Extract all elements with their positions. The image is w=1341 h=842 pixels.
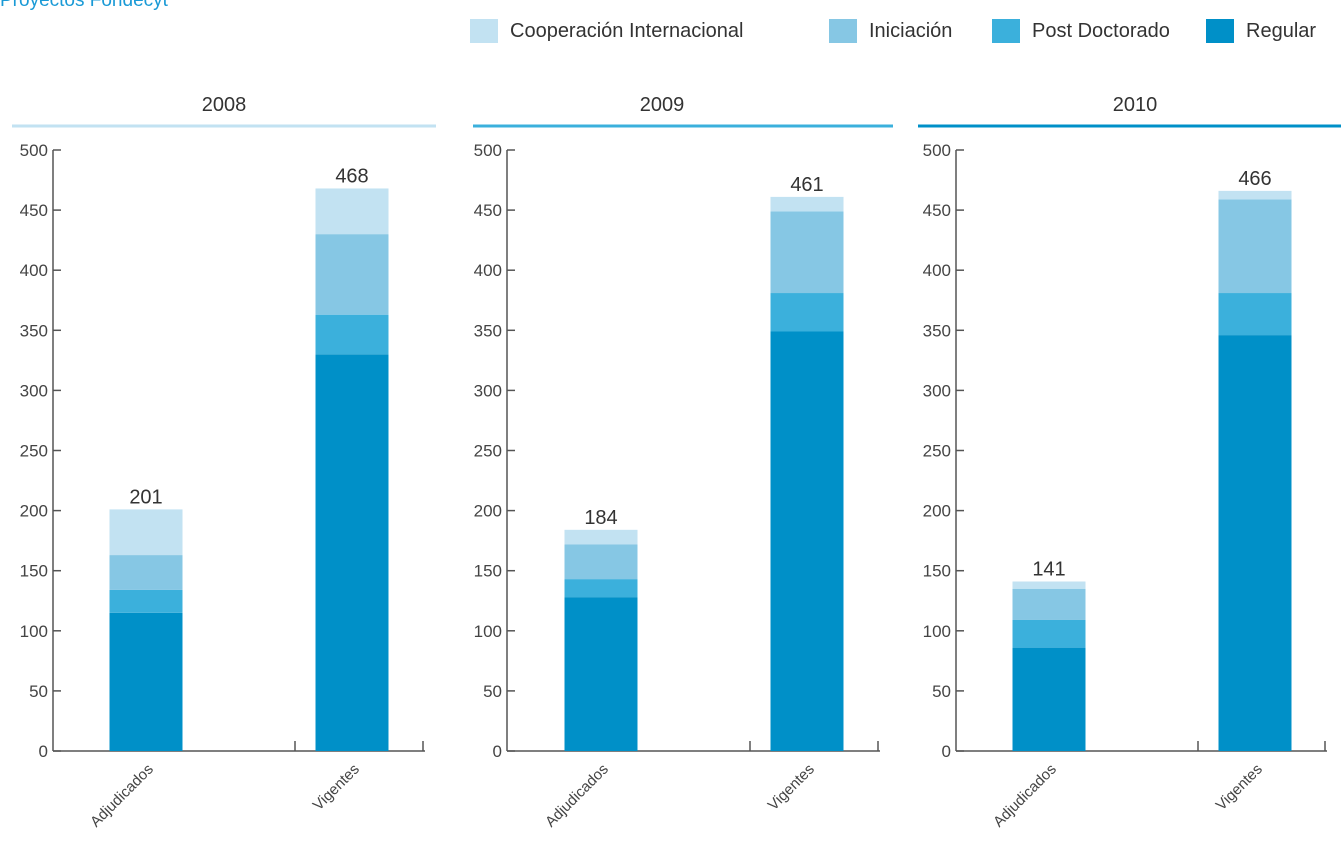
y-tick-label-2008-200: 200	[20, 502, 48, 521]
bar-segment-2010-vigentes-regular	[1218, 335, 1292, 751]
y-tick-label-2009-350: 350	[474, 321, 502, 340]
bar-segment-2009-adjudicados-regular	[564, 597, 638, 751]
bar-total-label-2008-vigentes: 468	[335, 165, 368, 187]
y-tick-label-2010-100: 100	[923, 622, 951, 641]
bar-segment-2008-adjudicados-iniciación	[109, 555, 183, 590]
y-tick-label-2009-500: 500	[474, 141, 502, 160]
bar-total-label-2010-vigentes: 466	[1238, 168, 1271, 190]
legend-label-cooperacion: Cooperación Internacional	[510, 19, 744, 42]
panel-title-2010: 2010	[1113, 94, 1158, 116]
y-tick-label-2010-350: 350	[923, 321, 951, 340]
y-tick-label-2009-300: 300	[474, 381, 502, 400]
legend-item-cooperacion: Cooperación Internacional	[470, 18, 744, 44]
y-tick-label-2009-50: 50	[483, 682, 502, 701]
legend-label-post-doctorado: Post Doctorado	[1032, 19, 1170, 42]
bar-total-label-2009-adjudicados: 184	[584, 507, 617, 529]
legend-item-regular: Regular	[1206, 18, 1316, 44]
y-tick-label-2009-250: 250	[474, 442, 502, 461]
bar-segment-2010-adjudicados-post-doctorado	[1012, 619, 1086, 648]
x-category-label-2008-adjudicados: Adjudicados	[87, 761, 157, 831]
legend-swatch-cooperacion	[470, 19, 498, 43]
page-title: Proyectos Fondecyt	[0, 0, 168, 11]
y-tick-label-2010-300: 300	[923, 381, 951, 400]
y-tick-label-2008-250: 250	[20, 442, 48, 461]
bar-segment-2009-vigentes-post-doctorado	[770, 293, 844, 332]
y-tick-label-2010-450: 450	[923, 201, 951, 220]
bar-segment-2010-adjudicados-iniciación	[1012, 588, 1086, 620]
bar-total-label-2010-adjudicados: 141	[1032, 559, 1065, 581]
bar-segment-2010-adjudicados-cooperación-internacional	[1012, 581, 1086, 589]
x-category-label-2008-vigentes: Vigentes	[310, 761, 363, 814]
x-category-label-2010-adjudicados: Adjudicados	[990, 761, 1060, 831]
bar-total-label-2009-vigentes: 461	[790, 174, 823, 196]
x-category-label-2009-adjudicados: Adjudicados	[542, 761, 612, 831]
y-tick-label-2009-100: 100	[474, 622, 502, 641]
y-tick-label-2009-400: 400	[474, 261, 502, 280]
bar-segment-2010-adjudicados-regular	[1012, 647, 1086, 751]
legend-swatch-regular	[1206, 19, 1234, 43]
y-tick-label-2009-150: 150	[474, 562, 502, 581]
bar-segment-2009-adjudicados-cooperación-internacional	[564, 529, 638, 545]
y-tick-label-2010-200: 200	[923, 502, 951, 521]
bar-segment-2008-adjudicados-post-doctorado	[109, 589, 183, 613]
y-tick-label-2010-400: 400	[923, 261, 951, 280]
y-tick-label-2008-0: 0	[39, 742, 48, 761]
y-tick-label-2010-150: 150	[923, 562, 951, 581]
legend-swatch-iniciacion	[829, 19, 857, 43]
bar-segment-2010-vigentes-cooperación-internacional	[1218, 190, 1292, 200]
y-tick-label-2010-500: 500	[923, 141, 951, 160]
y-tick-label-2008-350: 350	[20, 321, 48, 340]
y-tick-label-2009-200: 200	[474, 502, 502, 521]
y-tick-label-2008-300: 300	[20, 381, 48, 400]
y-tick-label-2009-0: 0	[493, 742, 502, 761]
bar-segment-2009-vigentes-cooperación-internacional	[770, 196, 844, 212]
y-tick-label-2010-50: 50	[932, 682, 951, 701]
bar-segment-2008-vigentes-post-doctorado	[315, 314, 389, 355]
panel-title-2009: 2009	[640, 94, 685, 116]
y-tick-label-2008-150: 150	[20, 562, 48, 581]
y-tick-label-2008-400: 400	[20, 261, 48, 280]
bar-segment-2009-vigentes-regular	[770, 331, 844, 751]
legend-item-iniciacion: Iniciación	[829, 18, 952, 44]
bar-total-label-2008-adjudicados: 201	[129, 486, 162, 508]
legend-label-iniciacion: Iniciación	[869, 19, 953, 42]
bar-segment-2008-vigentes-regular	[315, 354, 389, 751]
y-tick-label-2008-450: 450	[20, 201, 48, 220]
bar-segment-2008-adjudicados-cooperación-internacional	[109, 509, 183, 556]
bar-segment-2009-adjudicados-post-doctorado	[564, 579, 638, 598]
bar-segment-2008-vigentes-iniciación	[315, 234, 389, 315]
bar-segment-2009-vigentes-iniciación	[770, 211, 844, 294]
y-tick-label-2008-50: 50	[29, 682, 48, 701]
legend-item-post-doctorado: Post Doctorado	[992, 18, 1170, 44]
y-tick-label-2010-0: 0	[942, 742, 951, 761]
bar-segment-2010-vigentes-post-doctorado	[1218, 293, 1292, 336]
panel-title-2008: 2008	[202, 94, 247, 116]
x-category-label-2010-vigentes: Vigentes	[1213, 761, 1266, 814]
y-tick-label-2009-450: 450	[474, 201, 502, 220]
legend-label-regular: Regular	[1246, 19, 1317, 42]
bar-segment-2008-vigentes-cooperación-internacional	[315, 188, 389, 235]
y-tick-label-2008-100: 100	[20, 622, 48, 641]
bar-segment-2010-vigentes-iniciación	[1218, 199, 1292, 294]
y-tick-label-2010-250: 250	[923, 442, 951, 461]
bar-segment-2008-adjudicados-regular	[109, 612, 183, 751]
y-tick-label-2008-500: 500	[20, 141, 48, 160]
x-category-label-2009-vigentes: Vigentes	[765, 761, 818, 814]
bar-segment-2009-adjudicados-iniciación	[564, 544, 638, 580]
legend-swatch-post-doctorado	[992, 19, 1020, 43]
